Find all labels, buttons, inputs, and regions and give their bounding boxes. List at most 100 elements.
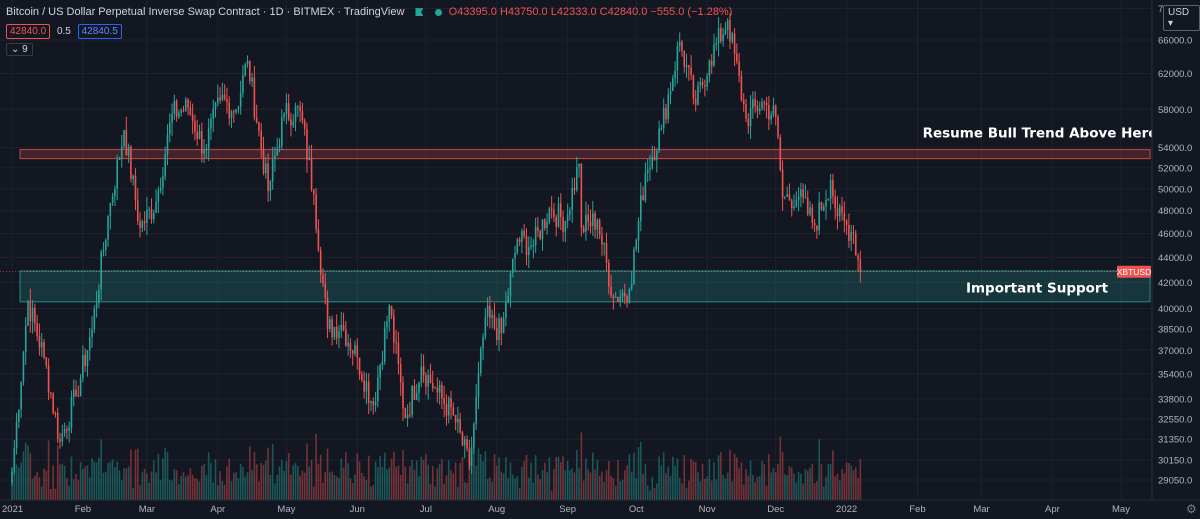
gear-icon[interactable]: ⚙ <box>1186 502 1197 516</box>
candle <box>726 18 729 40</box>
candle <box>809 200 811 217</box>
candle <box>589 209 592 234</box>
candle <box>603 242 606 256</box>
candle <box>829 173 832 210</box>
candle <box>329 316 331 333</box>
candle <box>306 122 308 173</box>
candle <box>772 97 775 118</box>
volume-bar <box>699 481 702 500</box>
candle <box>301 102 304 125</box>
volume-bar <box>434 486 436 500</box>
candle <box>463 436 466 459</box>
candle <box>107 215 109 247</box>
volume-bar <box>566 461 569 500</box>
volume-bar <box>338 477 340 500</box>
volume-bar <box>79 462 82 500</box>
candle <box>372 397 375 415</box>
volume-bar <box>322 482 324 500</box>
price-axis[interactable]: 29050.0 30150.0 31350.0 32550.0 33800.0 35400… <box>1151 0 1200 519</box>
volume-bar <box>612 477 615 500</box>
volume-bar <box>157 453 160 500</box>
candle <box>98 284 100 308</box>
volume-bar <box>790 467 793 500</box>
volume-bar <box>125 468 128 500</box>
volume-bar <box>420 456 423 500</box>
volume-bar <box>498 457 500 500</box>
candle <box>136 188 139 226</box>
volume-bar <box>265 460 267 500</box>
indicator-count: 9 <box>22 44 28 55</box>
volume-bar <box>573 472 576 500</box>
volume-bar <box>857 477 859 500</box>
candle <box>294 102 297 132</box>
volume-bar <box>228 458 231 500</box>
volume-bar <box>697 472 699 500</box>
volume-bar <box>249 446 251 500</box>
zone-rect[interactable] <box>19 270 1151 303</box>
candle <box>786 186 788 198</box>
candle <box>841 196 843 221</box>
volume-bar <box>386 469 388 500</box>
volume-bar <box>276 474 279 500</box>
volume-bar <box>511 474 514 500</box>
volume-bar <box>139 485 141 500</box>
candle <box>626 294 628 308</box>
volume-bar <box>447 460 450 500</box>
candle <box>665 103 667 124</box>
candle <box>155 189 157 214</box>
volume-bar <box>104 471 107 500</box>
candle <box>820 201 823 211</box>
candle <box>370 400 372 412</box>
volume-bar <box>223 484 226 500</box>
volume-bar <box>301 470 304 500</box>
candle <box>811 203 814 229</box>
candle <box>489 295 491 329</box>
candle <box>694 90 697 112</box>
candle <box>491 309 493 329</box>
candle <box>68 421 70 443</box>
volume-bar <box>637 447 640 500</box>
volume-bar <box>297 465 299 500</box>
volume-bar <box>651 476 654 500</box>
volume-bar <box>329 472 331 500</box>
currency-selector[interactable]: USD ▾ <box>1163 5 1200 31</box>
volume-bar <box>285 461 288 500</box>
candle <box>441 381 443 410</box>
x-tick-label: Oct <box>629 504 644 515</box>
sell-price-button[interactable]: 42840.0 <box>6 24 51 39</box>
candle <box>260 123 263 158</box>
candle <box>635 238 638 252</box>
candle <box>22 350 25 386</box>
candle <box>838 203 841 222</box>
volume-bar <box>347 463 349 500</box>
volume-bar <box>20 462 22 500</box>
volume-bar <box>582 480 585 500</box>
zone-rect[interactable] <box>19 149 1151 160</box>
volume-bar <box>845 462 848 500</box>
candle <box>72 379 75 407</box>
volume-bar <box>829 464 832 500</box>
buy-price-button[interactable]: 42840.5 <box>77 24 122 39</box>
volume-bar <box>262 464 265 500</box>
candle <box>278 138 281 153</box>
indicator-toggle[interactable]: ⌄ 9 <box>6 43 33 56</box>
volume-bar <box>388 467 391 500</box>
volume-bar <box>825 476 827 500</box>
candle <box>548 206 551 225</box>
candle <box>539 229 542 241</box>
time-axis[interactable]: 2021 Feb Mar Apr May Jun Jul Aug Sep Oct Nov Dec 202… <box>0 499 1200 515</box>
candle <box>697 81 699 106</box>
candle <box>276 137 279 156</box>
volume-bar <box>489 477 491 500</box>
flag-icon[interactable] <box>415 8 424 17</box>
candle <box>724 21 727 36</box>
volume-bar <box>180 476 183 500</box>
candle <box>557 196 560 229</box>
candle <box>736 43 738 65</box>
candle <box>710 54 713 74</box>
candle <box>349 338 352 358</box>
volume-bar <box>258 480 260 500</box>
candle <box>630 271 633 291</box>
volume-bar <box>575 449 578 500</box>
